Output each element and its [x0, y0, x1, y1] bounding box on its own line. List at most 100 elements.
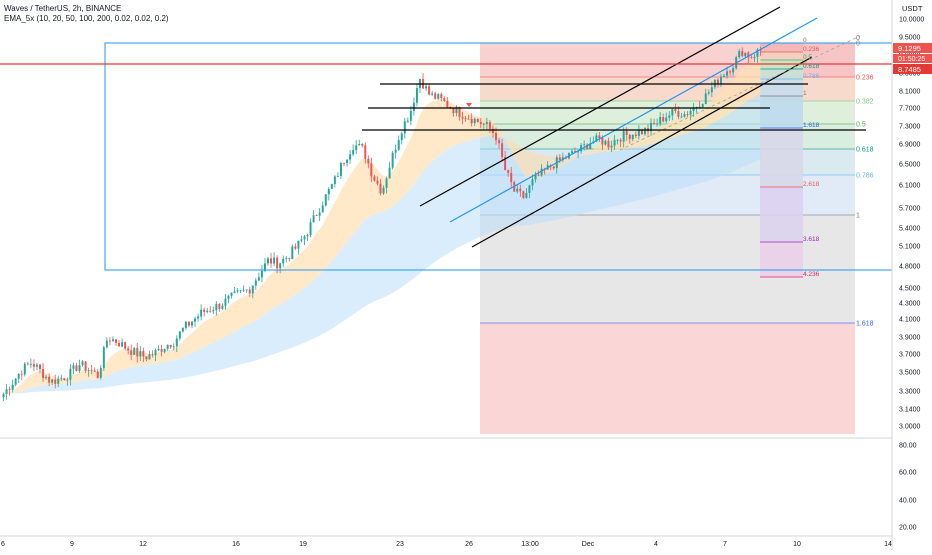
- price-tick: 7.3000: [899, 124, 921, 131]
- countdown-tag: [893, 54, 932, 63]
- candle-body: [540, 168, 543, 176]
- candle-body: [72, 365, 75, 369]
- time-tick: 9: [70, 541, 74, 548]
- time-tick: Dec: [582, 541, 595, 548]
- retracement-label: 0.786: [803, 73, 820, 80]
- candle-body: [260, 270, 263, 278]
- candle-body: [346, 159, 349, 164]
- price-tick: 5.7000: [899, 206, 921, 213]
- retracement-zone: [760, 242, 803, 277]
- candle-body: [476, 118, 479, 122]
- candle-body: [425, 86, 428, 89]
- candle-body: [440, 94, 443, 99]
- candle-body: [2, 393, 5, 398]
- candle-body: [29, 364, 32, 365]
- candle-body: [145, 356, 148, 360]
- candle-body: [382, 187, 385, 194]
- candle-body: [251, 285, 254, 294]
- candle-body: [659, 117, 662, 124]
- candle-body: [206, 310, 209, 312]
- candle-body: [455, 107, 458, 114]
- candle-body: [686, 114, 689, 115]
- time-tick: 7: [723, 541, 727, 548]
- candle-body: [200, 309, 203, 317]
- fib-level-label: 1.618: [856, 321, 874, 328]
- candle-body: [32, 364, 35, 367]
- candle-body: [668, 115, 671, 118]
- candle-body: [236, 290, 239, 292]
- candle-body: [187, 321, 190, 326]
- candle-body: [197, 316, 200, 319]
- time-tick: 19: [299, 541, 307, 548]
- candle-body: [315, 215, 318, 216]
- candle-body: [99, 367, 102, 378]
- candle-body: [209, 310, 212, 312]
- retracement-label: 2.618: [803, 181, 820, 188]
- price-tick: 3.7000: [899, 352, 921, 359]
- candle-body: [406, 120, 409, 122]
- candle-body: [707, 92, 710, 94]
- retracement-zone: [760, 43, 803, 52]
- retracement-zone: [760, 52, 803, 60]
- candle-body: [115, 339, 117, 343]
- candle-body: [227, 295, 230, 299]
- candle-body: [370, 163, 373, 177]
- candle-body: [45, 376, 48, 378]
- candle-body: [130, 350, 133, 355]
- candle-body: [178, 331, 181, 339]
- candle-body: [558, 157, 561, 160]
- candle-body: [397, 140, 400, 150]
- candle-body: [616, 139, 619, 141]
- price-axis-bg: [892, 0, 932, 550]
- candle-body: [48, 376, 51, 383]
- marker-triangle: [466, 103, 472, 107]
- candle-body: [309, 222, 312, 235]
- candle-body: [35, 364, 38, 367]
- price-tick: 5.1000: [899, 244, 921, 251]
- candle-body: [148, 354, 151, 360]
- time-tick: 6: [1, 541, 5, 548]
- candle-body: [285, 258, 288, 259]
- price-tick: 3.3000: [899, 389, 921, 396]
- ema-ribbon: [3, 57, 761, 394]
- time-tick: 16: [232, 541, 240, 548]
- candle-body: [127, 348, 130, 351]
- candle-body: [151, 354, 154, 356]
- candle-body: [379, 183, 382, 194]
- candle-body: [723, 75, 725, 78]
- candle-body: [333, 176, 336, 184]
- candle-body: [744, 52, 747, 57]
- osc-tick: 40.00: [899, 498, 917, 505]
- retracement-label: 0.5: [803, 54, 812, 61]
- candle-body: [5, 389, 8, 394]
- candle-body: [336, 175, 339, 177]
- candle-body: [282, 258, 285, 264]
- countdown: 01:50:25: [898, 56, 925, 63]
- candle-body: [628, 134, 631, 140]
- candle-body: [580, 145, 583, 152]
- candle-body: [321, 205, 324, 213]
- candle-body: [443, 98, 446, 102]
- candle-body: [78, 365, 81, 371]
- candle-body: [704, 93, 707, 105]
- retracement-zone: [760, 96, 803, 128]
- candle-body: [479, 121, 482, 125]
- retracement-zone: [760, 79, 803, 96]
- price-tick: 3.1400: [899, 407, 921, 414]
- price-tick: 8.1000: [899, 89, 921, 96]
- candle-body: [102, 347, 105, 368]
- candle-body: [485, 122, 488, 124]
- time-tick: 14: [884, 541, 892, 548]
- candle-body: [403, 121, 406, 134]
- candle-body: [212, 310, 215, 312]
- candle-body: [692, 107, 695, 111]
- price-tick: 4.8000: [899, 264, 921, 271]
- retracement-label: 0.618: [803, 63, 820, 70]
- candle-body: [391, 152, 394, 168]
- chart-title: Waves / TetherUS, 2h, BINANCE: [4, 4, 122, 13]
- candle-body: [157, 348, 160, 351]
- candle-body: [118, 342, 121, 347]
- candle-body: [495, 132, 497, 141]
